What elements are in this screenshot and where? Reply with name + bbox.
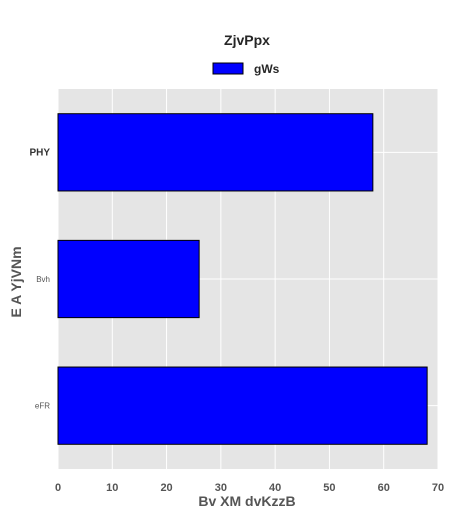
- x-tick-label: 10: [106, 482, 118, 494]
- x-axis-label: Bv XM dvKzzB: [198, 493, 295, 509]
- legend: gWs: [212, 62, 280, 76]
- y-axis-label: E A YjVNm: [8, 246, 24, 317]
- chart-title: ZjvPpx: [224, 32, 270, 48]
- y-tick-label: Bvh: [36, 275, 50, 284]
- x-tick-label: 70: [432, 482, 444, 494]
- x-tick-label: 40: [269, 482, 281, 494]
- x-tick-label: 50: [323, 482, 335, 494]
- bar-efr: [57, 366, 428, 445]
- x-axis-ticks: 0 10 20 30 40 50 60 70: [55, 482, 444, 494]
- bar-phy: [57, 113, 374, 192]
- y-tick-label: eFR: [35, 402, 50, 411]
- x-tick-label: 30: [215, 482, 227, 494]
- y-tick-label: PHY: [29, 147, 50, 158]
- y-axis-ticks: PHY Bvh eFR: [29, 147, 50, 410]
- bar-bvh: [57, 239, 200, 319]
- x-tick-label: 0: [55, 482, 61, 494]
- legend-label: gWs: [254, 62, 280, 76]
- bars: [57, 113, 428, 445]
- x-tick-label: 60: [378, 482, 390, 494]
- x-tick-label: 20: [160, 482, 172, 494]
- legend-swatch: [212, 62, 244, 75]
